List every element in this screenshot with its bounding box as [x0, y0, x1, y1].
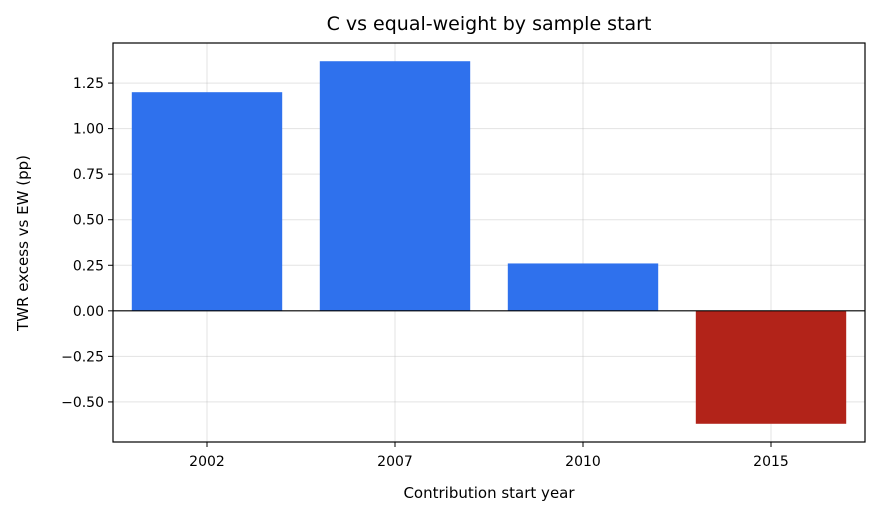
y-tick-label: −0.25: [61, 349, 104, 365]
bar-2015: [695, 310, 847, 424]
bar-2007: [319, 61, 471, 311]
y-tick-label: 0.25: [73, 258, 104, 274]
y-tick-label: 1.25: [73, 76, 104, 92]
bar-2002: [131, 92, 283, 311]
x-tick-label: 2010: [565, 454, 601, 470]
y-tick-label: 0.50: [73, 213, 104, 229]
chart-title: C vs equal-weight by sample start: [327, 13, 652, 35]
x-axis-label: Contribution start year: [403, 484, 575, 502]
y-axis: −0.50 −0.25 0.00 0.25 0.50 0.75 1.00 1.25: [61, 76, 113, 411]
x-tick-label: 2015: [753, 454, 789, 470]
y-tick-label: 0.00: [73, 304, 104, 320]
x-tick-label: 2007: [377, 454, 413, 470]
y-tick-label: 0.75: [73, 167, 104, 183]
plot-area: [112, 42, 866, 443]
y-axis-label: TWR excess vs EW (pp): [14, 155, 32, 332]
bar-2010: [507, 263, 659, 311]
x-tick-label: 2002: [189, 454, 225, 470]
x-axis: 2002 2007 2010 2015: [189, 442, 789, 470]
bars: [131, 61, 847, 424]
y-tick-label: 1.00: [73, 122, 104, 138]
y-tick-label: −0.50: [61, 395, 104, 411]
